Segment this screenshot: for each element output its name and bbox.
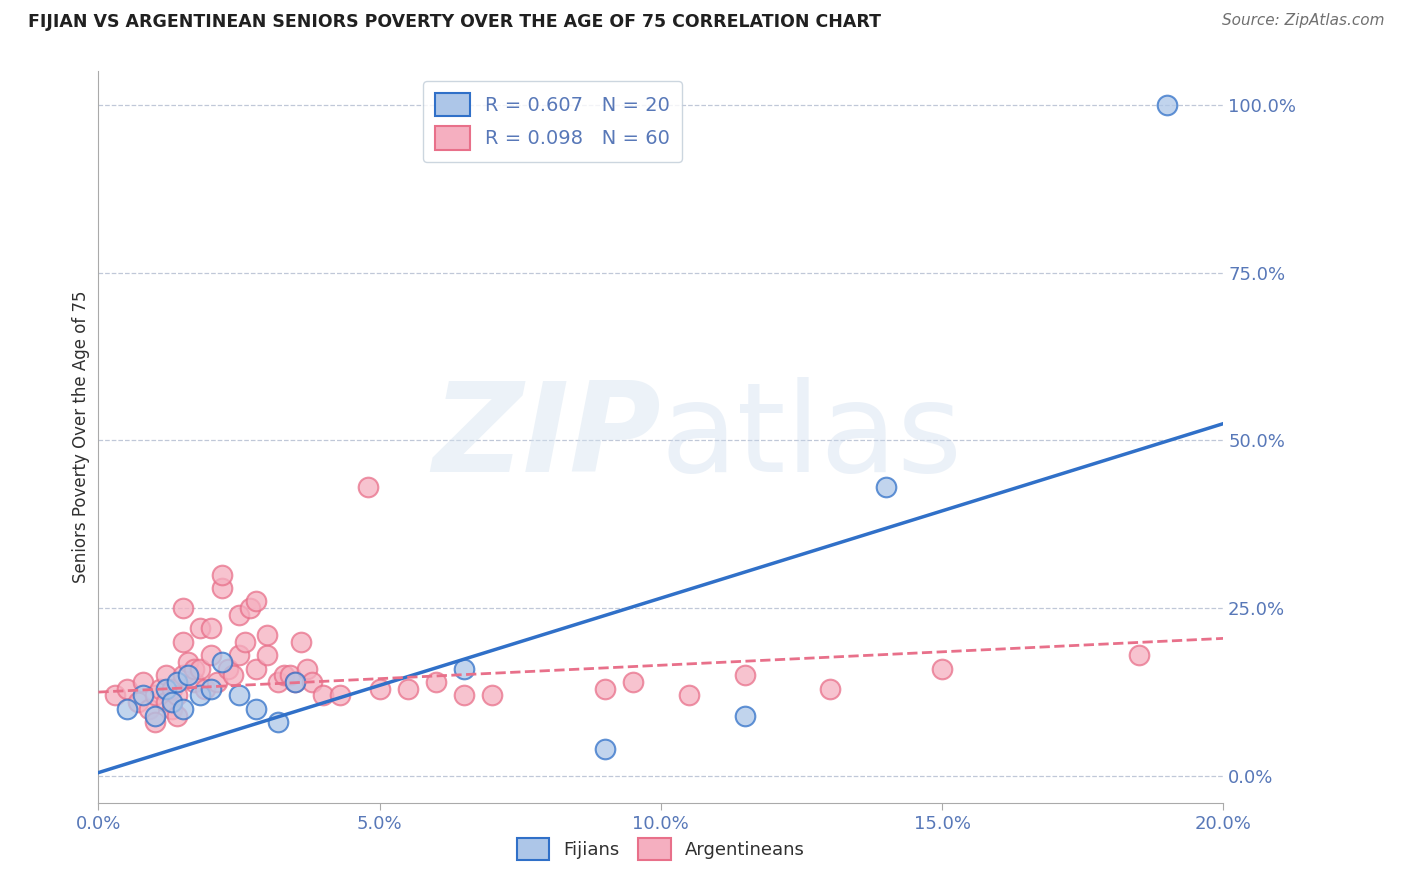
Point: [155, 681, 177, 696]
Point: [166, 675, 188, 690]
Point: [211, 655, 233, 669]
Point: [183, 662, 205, 676]
Point: [188, 689, 211, 703]
Point: [425, 675, 447, 690]
Point: [1156, 98, 1178, 112]
Point: [295, 662, 318, 676]
Text: FIJIAN VS ARGENTINEAN SENIORS POVERTY OVER THE AGE OF 75 CORRELATION CHART: FIJIAN VS ARGENTINEAN SENIORS POVERTY OV…: [28, 13, 882, 31]
Point: [200, 621, 222, 635]
Point: [256, 628, 278, 642]
Point: [172, 668, 194, 682]
Point: [734, 708, 756, 723]
Point: [172, 601, 194, 615]
Point: [143, 715, 166, 730]
Point: [172, 702, 194, 716]
Point: [273, 668, 295, 682]
Point: [160, 702, 183, 716]
Point: [678, 689, 700, 703]
Point: [284, 675, 307, 690]
Point: [228, 648, 250, 662]
Point: [211, 581, 233, 595]
Point: [245, 662, 267, 676]
Point: [155, 668, 177, 682]
Point: [143, 708, 166, 723]
Point: [143, 689, 166, 703]
Point: [228, 689, 250, 703]
Point: [267, 715, 290, 730]
Point: [200, 648, 222, 662]
Point: [734, 668, 756, 682]
Text: ZIP: ZIP: [432, 376, 661, 498]
Point: [222, 668, 245, 682]
Point: [284, 675, 307, 690]
Point: [245, 702, 267, 716]
Point: [166, 689, 188, 703]
Point: [183, 675, 205, 690]
Point: [138, 702, 160, 716]
Point: [160, 695, 183, 709]
Point: [160, 681, 183, 696]
Point: [312, 689, 335, 703]
Point: [875, 480, 897, 494]
Point: [368, 681, 391, 696]
Point: [245, 594, 267, 608]
Point: [256, 648, 278, 662]
Legend: Fijians, Argentineans: Fijians, Argentineans: [509, 830, 813, 867]
Point: [127, 695, 149, 709]
Point: [132, 689, 155, 703]
Point: [177, 668, 200, 682]
Point: [239, 601, 262, 615]
Point: [115, 681, 138, 696]
Point: [396, 681, 419, 696]
Point: [453, 689, 475, 703]
Point: [194, 681, 217, 696]
Text: atlas: atlas: [661, 376, 963, 498]
Point: [1128, 648, 1150, 662]
Point: [205, 675, 228, 690]
Point: [233, 634, 256, 648]
Text: Source: ZipAtlas.com: Source: ZipAtlas.com: [1222, 13, 1385, 29]
Point: [149, 681, 172, 696]
Point: [621, 675, 644, 690]
Point: [228, 607, 250, 622]
Point: [453, 662, 475, 676]
Point: [211, 567, 233, 582]
Point: [481, 689, 503, 703]
Point: [188, 621, 211, 635]
Point: [104, 689, 127, 703]
Point: [357, 480, 380, 494]
Point: [200, 681, 222, 696]
Point: [290, 634, 312, 648]
Point: [301, 675, 323, 690]
Point: [166, 708, 188, 723]
Point: [155, 695, 177, 709]
Point: [267, 675, 290, 690]
Point: [188, 662, 211, 676]
Point: [132, 675, 155, 690]
Point: [217, 662, 239, 676]
Point: [818, 681, 841, 696]
Point: [593, 742, 616, 756]
Point: [115, 702, 138, 716]
Point: [172, 634, 194, 648]
Point: [278, 668, 301, 682]
Y-axis label: Seniors Poverty Over the Age of 75: Seniors Poverty Over the Age of 75: [72, 291, 90, 583]
Point: [329, 689, 352, 703]
Point: [593, 681, 616, 696]
Point: [931, 662, 953, 676]
Point: [177, 655, 200, 669]
